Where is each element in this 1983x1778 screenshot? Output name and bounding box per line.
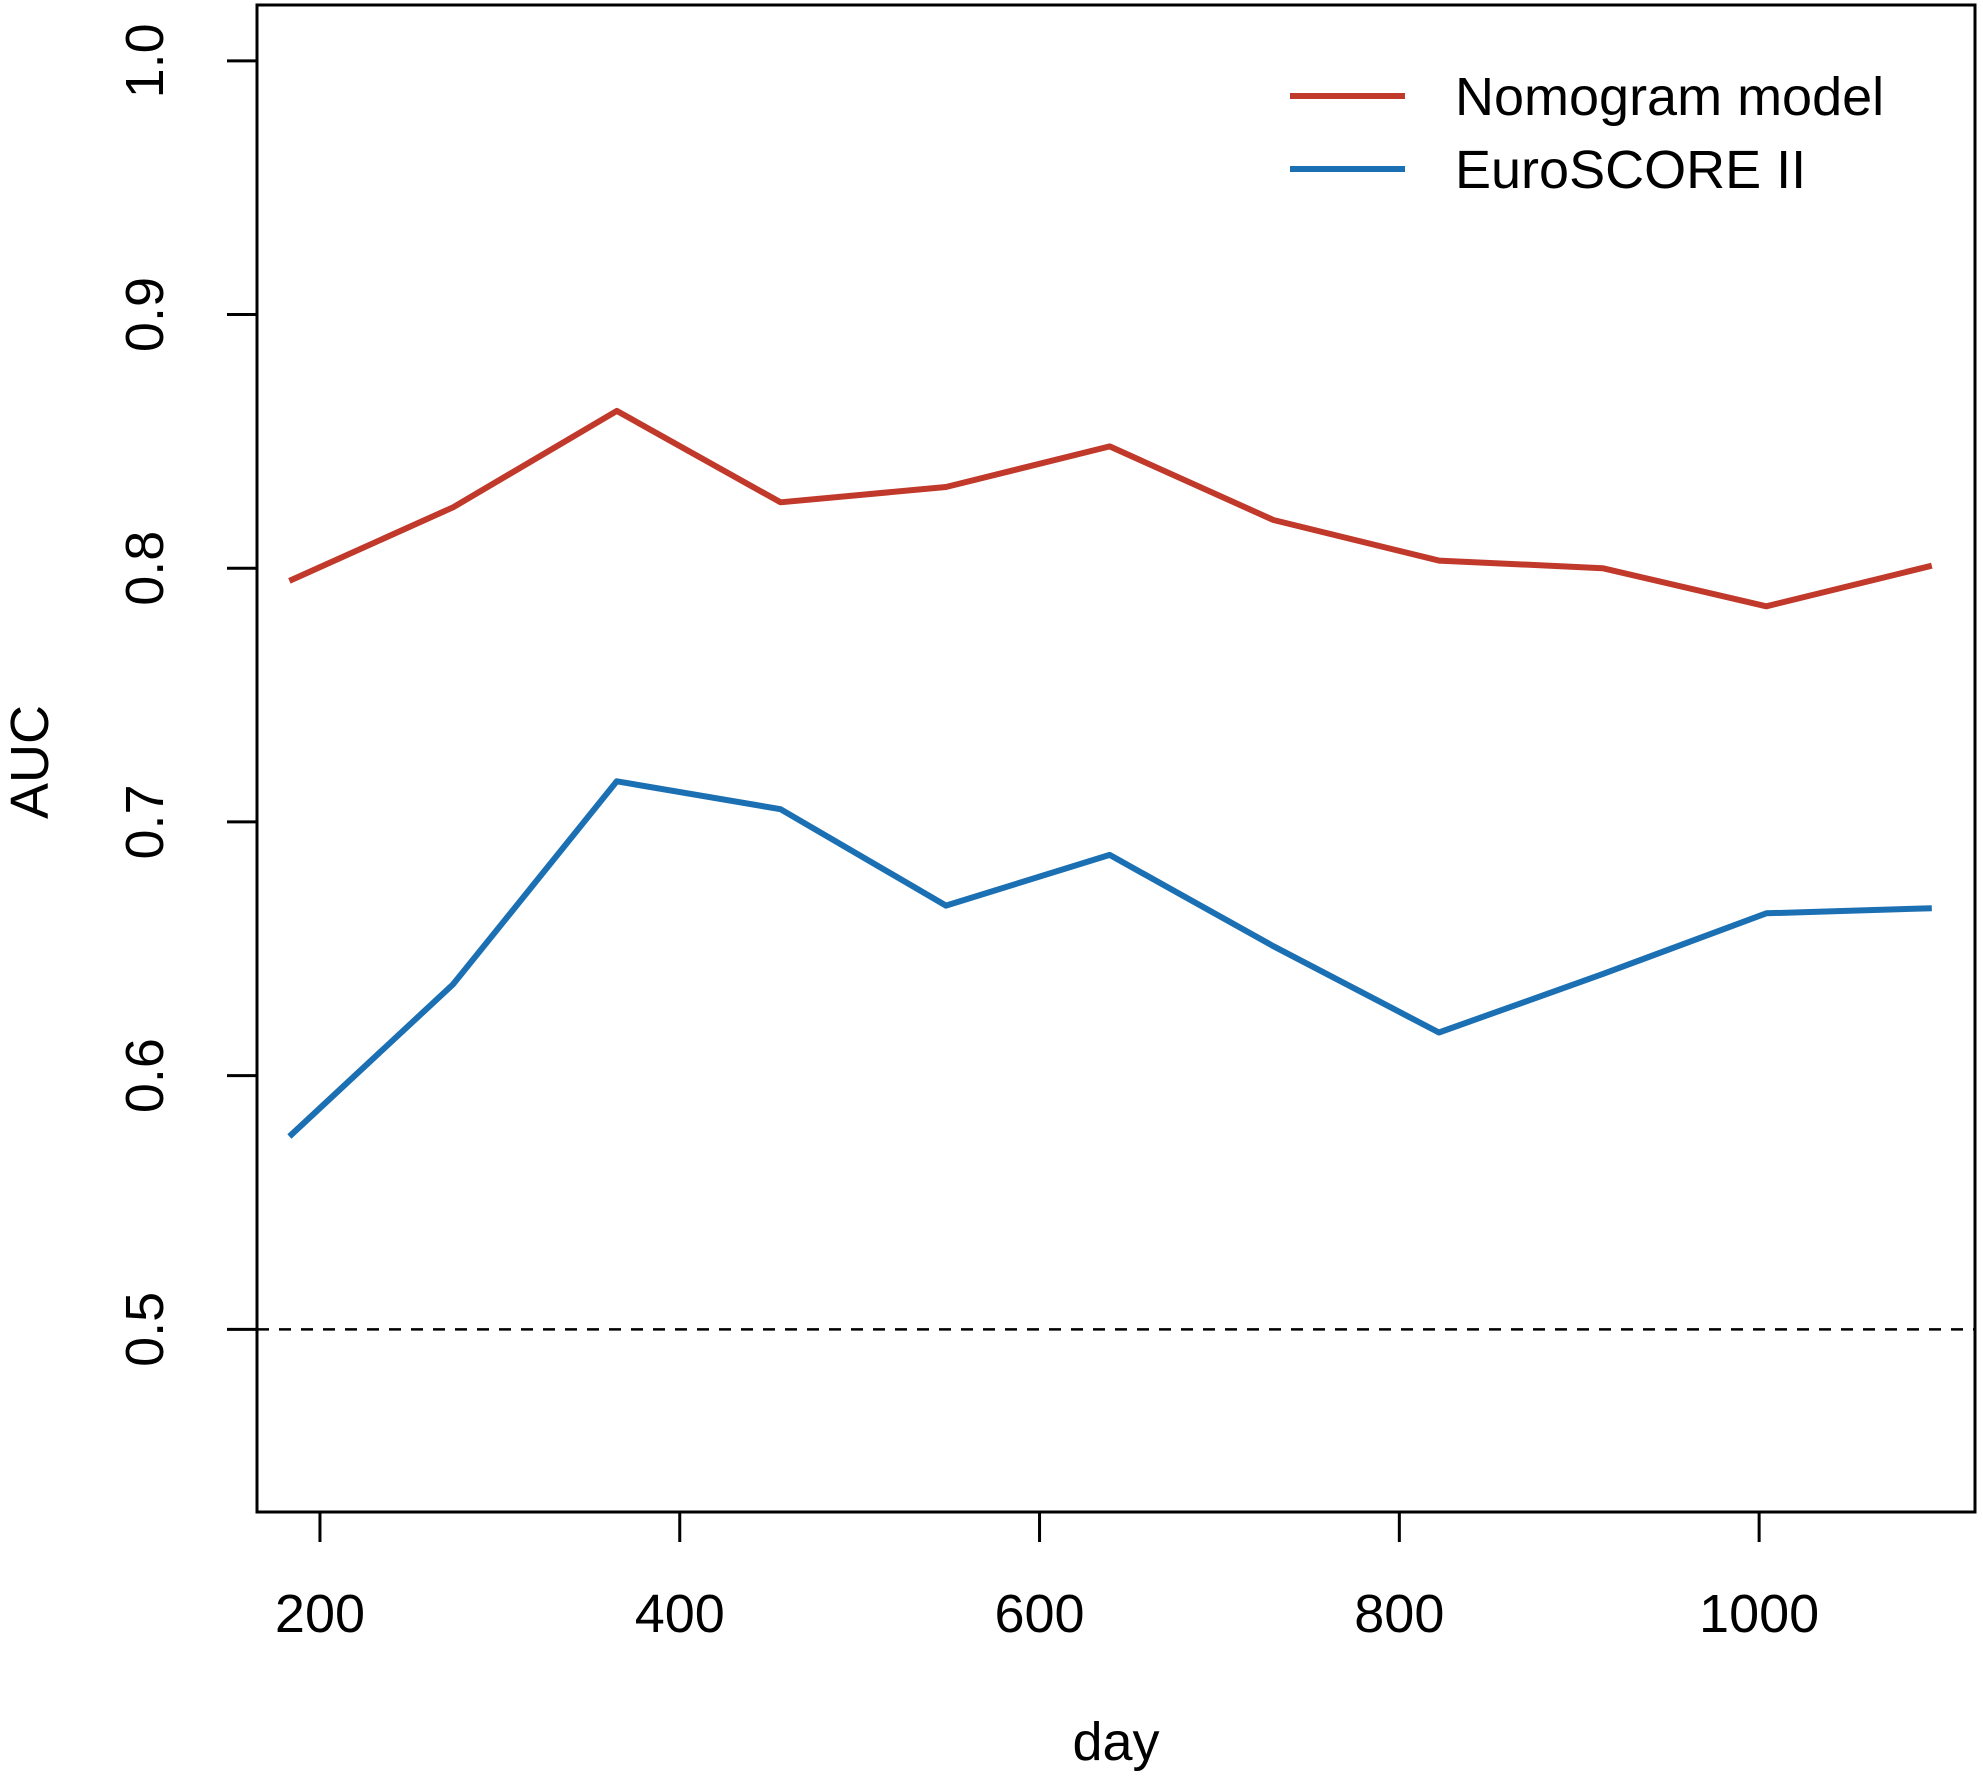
y-tick-label: 0.6 bbox=[115, 1038, 175, 1113]
y-axis-title: AUC bbox=[0, 705, 60, 819]
plot-frame bbox=[255, 3, 1977, 1514]
y-tick-label: 0.5 bbox=[115, 1292, 175, 1367]
x-tick-label: 400 bbox=[635, 1584, 725, 1644]
x-tick-label: 800 bbox=[1354, 1584, 1444, 1644]
y-tick-label: 0.9 bbox=[115, 277, 175, 352]
series-line-euroscore-ii bbox=[287, 778, 1932, 1139]
y-tick-label: 1.0 bbox=[115, 23, 175, 98]
legend-label: Nomogram model bbox=[1455, 67, 1884, 127]
y-tick-label: 0.7 bbox=[115, 784, 175, 859]
x-tick-label: 200 bbox=[275, 1584, 365, 1644]
series-lines bbox=[287, 407, 1933, 1139]
x-axis-title: day bbox=[1072, 1712, 1159, 1772]
legend: Nomogram model EuroSCORE II bbox=[1290, 67, 1884, 200]
y-tick-label: 0.8 bbox=[115, 531, 175, 606]
x-tick-label: 600 bbox=[994, 1584, 1084, 1644]
x-tick-label: 1000 bbox=[1699, 1584, 1819, 1644]
series-line-nomogram-model bbox=[288, 407, 1933, 610]
y-axis: 0.5 0.6 0.7 0.8 0.9 1.0 bbox=[115, 23, 257, 1367]
x-axis: 200 400 600 800 1000 bbox=[275, 1512, 1819, 1644]
legend-label: EuroSCORE II bbox=[1455, 140, 1806, 200]
